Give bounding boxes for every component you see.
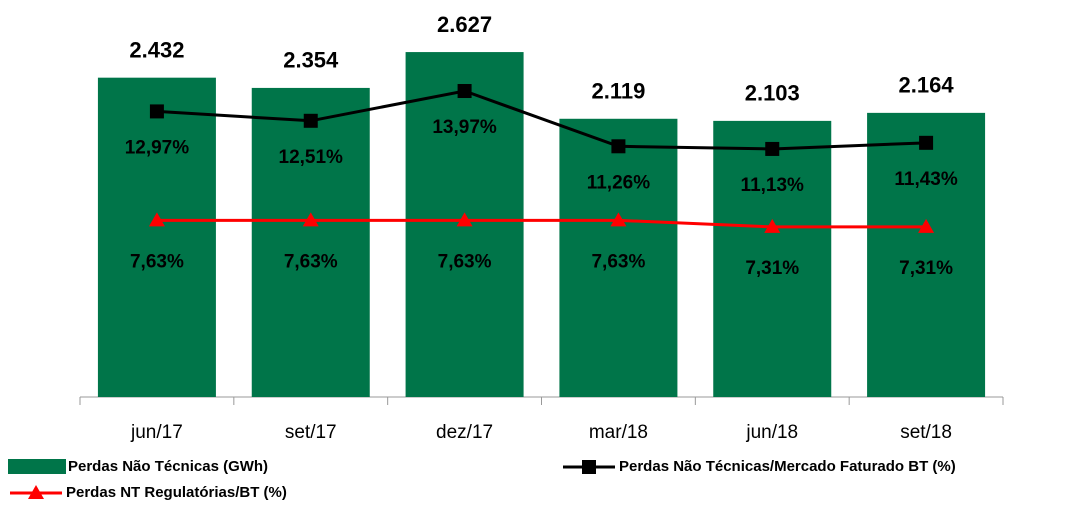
data-label: 12,97% — [125, 137, 190, 158]
data-label: 13,97% — [432, 117, 497, 138]
line — [156, 218, 927, 229]
data-label: 11,26% — [587, 172, 650, 193]
marker — [611, 139, 626, 154]
bar — [713, 120, 832, 397]
data-label: 7,63% — [284, 251, 338, 272]
data-label: 7,63% — [130, 251, 184, 272]
data-label: 11,43% — [894, 169, 957, 190]
marker — [149, 104, 164, 119]
marker — [764, 218, 781, 233]
bar — [867, 112, 986, 398]
x-tick-label: jun/17 — [130, 422, 183, 443]
legend-swatch — [582, 460, 596, 474]
legend-label: Perdas Não Técnicas (GWh) — [68, 458, 268, 475]
legend-swatch — [8, 459, 66, 474]
x-tick-label: dez/17 — [436, 422, 493, 443]
bar-label: 2.164 — [899, 73, 955, 98]
marker — [918, 218, 935, 233]
bar — [97, 77, 216, 397]
x-tick-label: mar/18 — [589, 422, 648, 443]
x-tick-label: set/17 — [285, 422, 337, 443]
bar-label: 2.103 — [745, 81, 800, 106]
data-label: 11,13% — [741, 175, 804, 196]
bar-label: 2.119 — [591, 79, 645, 104]
bar — [251, 87, 370, 397]
data-label: 7,31% — [745, 258, 799, 279]
x-tick-label: jun/18 — [745, 422, 798, 443]
marker — [765, 141, 780, 156]
marker — [919, 135, 934, 150]
marker — [610, 212, 627, 227]
legend-label: Perdas Não Técnicas/Mercado Faturado BT … — [619, 458, 956, 475]
line — [156, 89, 927, 151]
marker — [148, 212, 165, 227]
bar-label: 2.354 — [283, 48, 339, 73]
data-label: 7,63% — [438, 251, 492, 272]
data-label: 7,31% — [899, 258, 953, 279]
marker — [303, 113, 318, 128]
marker — [457, 84, 472, 99]
marker — [302, 212, 319, 227]
marker — [456, 212, 473, 227]
legend-swatch — [28, 485, 44, 499]
bar-label: 2.432 — [129, 37, 184, 62]
bar-label: 2.627 — [437, 12, 492, 37]
data-label: 7,63% — [591, 251, 645, 272]
data-label: 12,51% — [279, 147, 344, 168]
legend-label: Perdas NT Regulatórias/BT (%) — [66, 484, 287, 501]
x-tick-label: set/18 — [900, 422, 952, 443]
bar — [559, 118, 678, 397]
